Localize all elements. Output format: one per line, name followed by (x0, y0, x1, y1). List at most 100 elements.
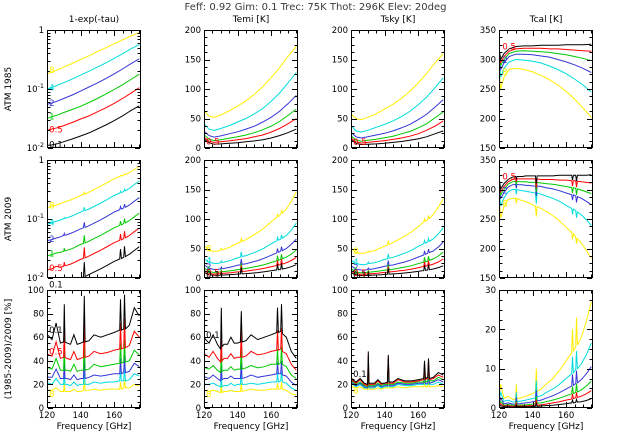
y-tick-label: 200 (185, 156, 201, 166)
series-atm2009-temi-pwv-8 (204, 191, 297, 252)
curve-label-pwv-0.5: 0.5 (49, 264, 63, 274)
panel-pct-tcal: 120 140 160 0 10 20 30 (465, 282, 605, 434)
y-tick-label: 200 (480, 115, 496, 125)
col-title-temi: Temi [K] (232, 15, 270, 25)
panel-atm2009-tau: 1 10-1 10-2 8 4 2 1 0.5 0.1 (13, 152, 153, 304)
axes-frame (351, 160, 445, 278)
y-tick-label: 150 (332, 186, 348, 196)
curve-label-pwv-2: 2 (206, 263, 211, 273)
curve-label-pwv-8: 8 (502, 68, 507, 78)
y-tick-label: 200 (185, 26, 201, 36)
series-pct-tcal-pwv-0.5 (499, 390, 592, 407)
y-tick-label: 10 (485, 365, 496, 375)
y-tick-label: 0 (343, 144, 348, 154)
panel-atm1985-tcal: 150 200 250 300 350 0.5 2 8 (465, 22, 605, 174)
y-tick-label: 1 (39, 156, 44, 166)
y-tick-label: 150 (185, 56, 201, 66)
y-tick-label: 100 (185, 215, 201, 225)
panel-pct-tau: 120 140 160 0 20 40 60 80 100 0.1 0.5 8 (13, 282, 153, 434)
axes-frame (47, 30, 141, 148)
x-tick-label: 160 (263, 411, 279, 421)
y-tick-label: 300 (480, 186, 496, 196)
series-atm1985-tsky-pwv-1 (351, 111, 444, 142)
axes-frame (204, 160, 298, 278)
panel-atm2009-temi: 0 50 100 150 200 8 4 2 1 0.5 0.1 (170, 152, 310, 304)
series-atm1985-tcal-pwv-2 (499, 53, 592, 73)
series-atm1985-tau-pwv-1 (47, 73, 140, 119)
series-atm1985-temi-pwv-2 (204, 95, 297, 138)
y-tick-label: 0 (196, 144, 201, 154)
x-tick-label: 120 (343, 411, 359, 421)
figure-title: Feff: 0.92 Gim: 0.1 Trec: 75K Thot: 296K… (184, 2, 447, 13)
curve-label-pwv-0.5: 0.5 (353, 138, 367, 148)
series-atm1985-tsky-pwv-0.5 (351, 120, 444, 144)
series-atm1985-tcal-pwv-4 (499, 58, 592, 93)
axes-frame (204, 290, 298, 408)
series-pct-tau-pwv-0.1 (47, 294, 140, 345)
curve-label-pwv-0.1: 0.1 (353, 271, 367, 281)
axes-frame (499, 290, 593, 408)
curve-label-pwv-2: 2 (49, 235, 54, 245)
x-tick-label: 120 (491, 411, 507, 421)
y-tick-label: 40 (190, 357, 201, 367)
y-tick-label: 150 (480, 144, 496, 154)
series-atm2009-tsky-pwv-2 (351, 241, 444, 271)
series-atm1985-tcal-pwv-8 (499, 67, 592, 118)
y-tick-label: 30 (485, 286, 496, 296)
y-tick-label: 150 (332, 56, 348, 66)
y-tick-label: 350 (480, 156, 496, 166)
chart-svg: 120 140 160 0 10 20 30 (485, 286, 593, 421)
curve-label-pwv-2: 2 (49, 99, 54, 109)
series-atm2009-tau-pwv-1 (47, 212, 140, 257)
y-tick-label: 60 (33, 333, 44, 343)
curve-label-pwv-0.1: 0.1 (206, 331, 220, 341)
panel-pct-tsky: 120 140 160 0 20 40 60 80 100 0.1 8 (317, 282, 457, 434)
series-atm2009-tcal-pwv-4 (499, 188, 592, 226)
y-tick-label: 100 (185, 286, 201, 296)
curve-label-pwv-0.5: 0.5 (502, 43, 516, 53)
y-tick-label: 0 (343, 274, 348, 284)
y-tick-label: 80 (33, 310, 44, 320)
series-pct-temi-pwv-8 (204, 381, 297, 396)
col-title-tcal: Tcal [K] (529, 15, 563, 25)
x-tick-label: 140 (376, 411, 392, 421)
series-atm2009-temi-pwv-0.1 (204, 263, 297, 276)
y-tick-label: 1 (39, 26, 44, 36)
axes-frame (499, 30, 593, 148)
series-atm1985-temi-pwv-0.1 (204, 128, 297, 145)
x-tick-label: 160 (410, 411, 426, 421)
axes-frame (204, 30, 298, 148)
series-pct-temi-pwv-2 (204, 360, 297, 387)
curve-label-pwv-0.1: 0.1 (49, 141, 63, 151)
curve-label-pwv-2: 2 (502, 56, 507, 66)
y-tick-label: 40 (33, 357, 44, 367)
series-atm1985-tau-pwv-0.5 (47, 87, 140, 131)
curve-label-pwv-1: 1 (206, 266, 211, 276)
y-tick-label: 20 (337, 380, 348, 390)
series-atm1985-tau-pwv-2 (47, 58, 140, 105)
chart-svg: 150 200 250 300 350 0.5 2 8 (480, 26, 593, 154)
x-axis-title: Frequency [GHz] (360, 422, 436, 432)
y-tick-label: 100 (332, 286, 348, 296)
series-pct-tau-pwv-8 (47, 379, 140, 392)
y-tick-label: 20 (190, 380, 201, 390)
series-atm2009-temi-pwv-2 (204, 238, 297, 271)
series-atm1985-temi-pwv-8 (204, 46, 297, 118)
series-atm1985-tcal-pwv-0.1 (499, 43, 592, 62)
y-tick-label: 10-1 (27, 82, 44, 95)
y-tick-label: 20 (485, 325, 496, 335)
y-tick-label: 300 (480, 56, 496, 66)
series-atm2009-tau-pwv-2 (47, 197, 140, 242)
series-atm2009-temi-pwv-4 (204, 222, 297, 265)
y-tick-label: 40 (337, 357, 348, 367)
y-tick-label: 60 (190, 333, 201, 343)
y-tick-label: 200 (332, 156, 348, 166)
series-atm1985-tsky-pwv-4 (351, 77, 444, 133)
panel-atm1985-tau: 1 10-1 10-2 8 4 2 1 0.5 0.1 (13, 22, 153, 174)
y-tick-label: 0 (39, 404, 44, 414)
y-tick-label: 350 (480, 26, 496, 36)
y-tick-label: 150 (185, 186, 201, 196)
curve-label-pwv-0.5: 0.5 (49, 347, 63, 357)
